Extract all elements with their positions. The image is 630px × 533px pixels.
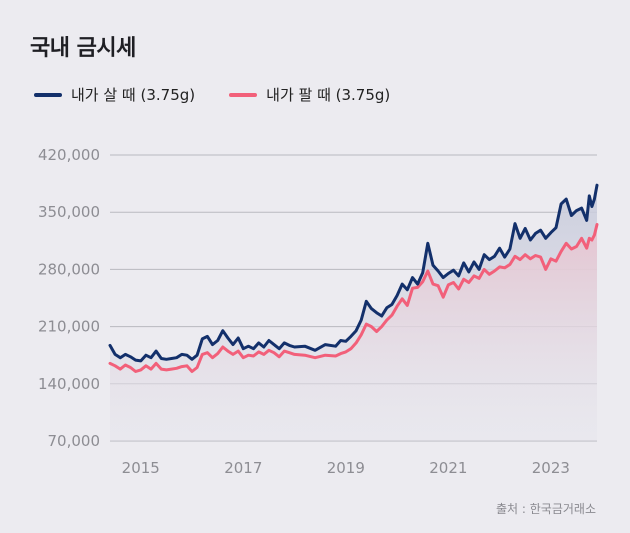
y-tick-label: 420,000 bbox=[38, 146, 100, 164]
chart-title: 국내 금시세 bbox=[30, 36, 136, 61]
source-note: 출처 : 한국금거래소 bbox=[496, 502, 596, 516]
area-sell bbox=[110, 224, 597, 441]
x-tick-label: 2021 bbox=[429, 459, 467, 477]
legend-label-buy: 내가 살 때 (3.75g) bbox=[71, 86, 196, 104]
y-tick-label: 350,000 bbox=[38, 203, 100, 221]
y-tick-label: 210,000 bbox=[38, 318, 100, 336]
legend-label-sell: 내가 팔 때 (3.75g) bbox=[266, 86, 391, 104]
y-tick-label: 280,000 bbox=[38, 260, 100, 278]
legend-item-buy: 내가 살 때 (3.75g) bbox=[34, 84, 195, 105]
y-tick-label: 140,000 bbox=[38, 375, 100, 393]
legend-swatch-sell bbox=[229, 92, 258, 97]
legend-item-sell: 내가 팔 때 (3.75g) bbox=[229, 84, 390, 105]
x-tick-label: 2023 bbox=[532, 459, 570, 477]
legend-swatch-buy bbox=[34, 92, 62, 97]
x-tick-label: 2017 bbox=[224, 459, 262, 477]
x-tick-label: 2019 bbox=[327, 459, 365, 477]
y-tick-label: 70,000 bbox=[48, 432, 101, 450]
legend: 내가 살 때 (3.75g) 내가 팔 때 (3.75g) bbox=[34, 84, 424, 105]
x-tick-label: 2015 bbox=[122, 459, 160, 477]
series-line-sell bbox=[108, 223, 599, 373]
series-line-buy bbox=[108, 183, 599, 363]
